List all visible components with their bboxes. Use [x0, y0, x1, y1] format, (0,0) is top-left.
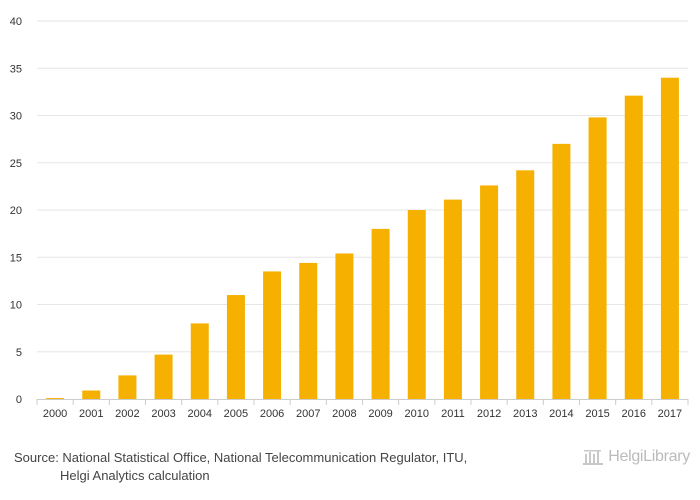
bar-2016 — [624, 95, 643, 399]
x-tick-label: 2008 — [332, 408, 356, 420]
x-tick-label: 2004 — [188, 408, 212, 420]
x-tick-label: 2009 — [368, 408, 392, 420]
x-tick-label: 2001 — [79, 408, 103, 420]
bar-2000 — [46, 398, 65, 399]
bar-2001 — [82, 390, 101, 399]
y-tick-label: 0 — [16, 394, 22, 406]
y-tick-label: 5 — [16, 347, 22, 359]
x-tick-label: 2014 — [549, 408, 573, 420]
source-line-1: Source: National Statistical Office, Nat… — [14, 450, 468, 465]
x-tick-label: 2005 — [224, 408, 248, 420]
x-axis: 2000 2001 2002 2003 2004 2005 2006 2007 2008 2009… — [36, 399, 689, 420]
logo-text: HelgiLibrary — [608, 448, 690, 465]
bar-2017 — [660, 77, 679, 399]
bar-2006 — [263, 271, 282, 399]
y-tick-label: 35 — [10, 63, 22, 75]
y-tick-label: 20 — [10, 205, 22, 217]
bar-2011 — [443, 199, 462, 399]
bar-2013 — [516, 170, 535, 399]
bar-2008 — [335, 253, 354, 399]
x-tick-label: 2010 — [405, 408, 429, 420]
x-tick-label: 2011 — [441, 408, 465, 420]
x-tick-label: 2006 — [260, 408, 284, 420]
y-tick-label: 15 — [10, 252, 22, 264]
helgi-library-logo: HelgiLibrary — [582, 448, 690, 466]
bar-2003 — [154, 354, 173, 399]
x-tick-label: 2000 — [43, 408, 67, 420]
y-tick-label: 30 — [10, 111, 22, 123]
y-tick-label: 25 — [10, 158, 22, 170]
y-axis-ticks: 0 5 10 15 20 25 30 35 40 — [10, 16, 22, 406]
bar-2014 — [552, 143, 571, 399]
source-note: Source: National Statistical Office, Nat… — [14, 449, 467, 485]
x-tick-label: 2015 — [585, 408, 609, 420]
bar-2015 — [588, 117, 607, 399]
bars — [46, 77, 679, 399]
library-building-icon — [583, 450, 604, 465]
x-tick-label: 2007 — [296, 408, 320, 420]
bar-2007 — [299, 262, 318, 399]
gridlines — [37, 20, 688, 353]
bar-2012 — [480, 185, 499, 399]
bar-2004 — [190, 323, 209, 399]
bar-2005 — [226, 295, 245, 399]
bar-2010 — [407, 210, 426, 399]
y-tick-label: 10 — [10, 300, 22, 312]
x-tick-label: 2002 — [115, 408, 139, 420]
source-line-2: Helgi Analytics calculation — [60, 468, 210, 483]
y-tick-label: 40 — [10, 16, 22, 28]
bar-2009 — [371, 228, 390, 399]
x-tick-label: 2016 — [622, 408, 646, 420]
x-tick-label: 2003 — [151, 408, 175, 420]
x-tick-label: 2012 — [477, 408, 501, 420]
bar-2002 — [118, 375, 137, 399]
x-tick-label: 2017 — [658, 408, 682, 420]
x-tick-label: 2013 — [513, 408, 537, 420]
